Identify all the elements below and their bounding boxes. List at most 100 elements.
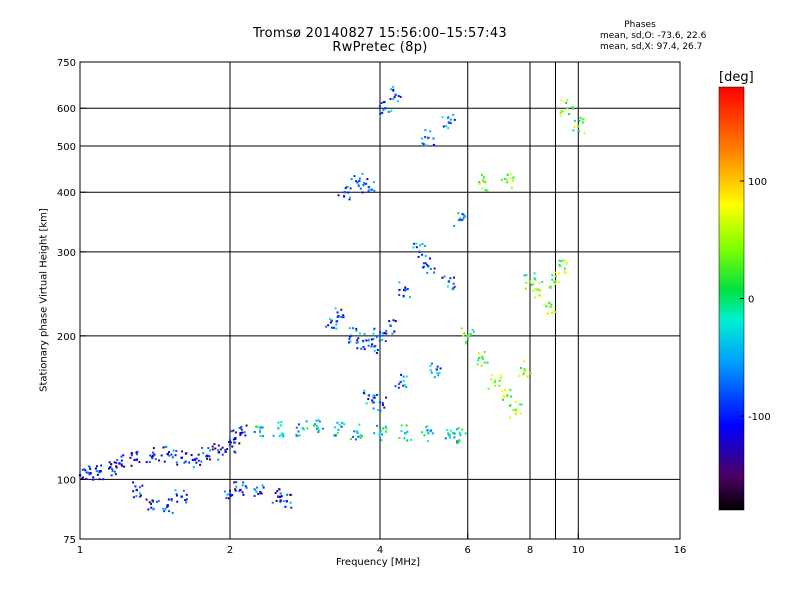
data-point	[379, 112, 382, 115]
data-point	[282, 433, 285, 436]
data-point	[113, 461, 116, 464]
data-point	[228, 493, 232, 496]
data-point	[155, 500, 158, 503]
x-tick-label: 2	[227, 545, 233, 556]
data-point	[568, 113, 571, 116]
data-point	[175, 449, 178, 452]
data-point	[467, 337, 470, 340]
data-point	[378, 401, 382, 404]
data-point	[349, 340, 352, 343]
data-point	[500, 376, 503, 379]
data-point	[174, 454, 177, 457]
data-point	[381, 404, 384, 407]
data-point	[456, 428, 459, 431]
data-point	[447, 285, 450, 288]
data-point	[358, 179, 361, 182]
data-point	[560, 110, 563, 113]
data-point	[132, 496, 135, 499]
data-point	[228, 441, 231, 444]
data-point	[295, 426, 298, 429]
data-point	[399, 380, 402, 384]
data-point	[217, 444, 220, 447]
data-point	[510, 395, 513, 398]
data-point	[371, 399, 374, 402]
data-point	[254, 425, 257, 428]
y-tick-label: 750	[57, 58, 76, 69]
data-point	[422, 143, 425, 146]
data-point	[426, 263, 429, 266]
data-point	[559, 114, 562, 117]
data-point	[378, 339, 381, 342]
data-point	[449, 429, 452, 432]
data-point	[224, 490, 227, 493]
data-point	[403, 437, 406, 440]
data-point	[120, 464, 123, 467]
data-point	[253, 430, 256, 433]
data-point	[382, 109, 385, 112]
data-point	[551, 312, 554, 315]
data-point	[275, 500, 278, 503]
data-point	[92, 478, 95, 481]
data-point	[317, 429, 320, 432]
data-point	[211, 445, 214, 448]
data-point	[382, 332, 385, 335]
data-point	[138, 495, 141, 498]
data-point	[554, 282, 557, 285]
data-point	[367, 398, 370, 401]
data-point	[551, 278, 554, 281]
data-point	[512, 177, 515, 180]
data-point	[336, 421, 339, 424]
data-point	[525, 274, 528, 277]
data-point	[378, 431, 382, 435]
data-point	[498, 384, 501, 387]
data-point	[245, 424, 248, 427]
data-point	[118, 462, 121, 465]
data-point	[211, 448, 214, 451]
data-point	[375, 336, 378, 339]
data-point	[417, 255, 420, 258]
data-point	[315, 424, 318, 427]
data-point	[262, 435, 265, 438]
data-point	[224, 449, 227, 452]
data-point	[549, 285, 552, 288]
data-point	[129, 456, 132, 459]
data-point	[160, 454, 163, 457]
data-point	[174, 489, 177, 492]
data-point	[226, 493, 229, 496]
data-point	[421, 253, 424, 256]
data-point	[360, 347, 363, 350]
data-point	[424, 245, 427, 248]
data-point	[289, 493, 292, 496]
data-point	[279, 495, 282, 498]
data-point	[338, 423, 341, 426]
data-point	[272, 434, 275, 437]
data-point	[221, 446, 224, 449]
data-point	[557, 272, 560, 275]
data-point	[452, 113, 455, 116]
data-point	[150, 506, 153, 509]
data-point	[281, 432, 284, 435]
data-point	[338, 315, 341, 318]
data-point	[387, 110, 390, 113]
data-point	[483, 361, 486, 364]
data-point	[539, 289, 542, 292]
data-point	[163, 460, 166, 463]
data-point	[501, 390, 504, 393]
data-point	[378, 334, 382, 338]
data-point	[355, 327, 358, 330]
data-point	[443, 275, 446, 278]
data-point	[461, 218, 464, 221]
data-point	[549, 305, 552, 309]
data-point	[354, 438, 357, 441]
data-point	[164, 445, 167, 448]
data-point	[441, 276, 444, 279]
data-point	[274, 492, 277, 495]
data-point	[348, 338, 351, 341]
data-point	[524, 287, 527, 290]
data-point	[427, 136, 430, 140]
data-point	[559, 111, 562, 114]
data-point	[558, 281, 561, 284]
data-point	[560, 260, 563, 263]
data-point	[533, 296, 536, 299]
data-point	[180, 495, 183, 498]
